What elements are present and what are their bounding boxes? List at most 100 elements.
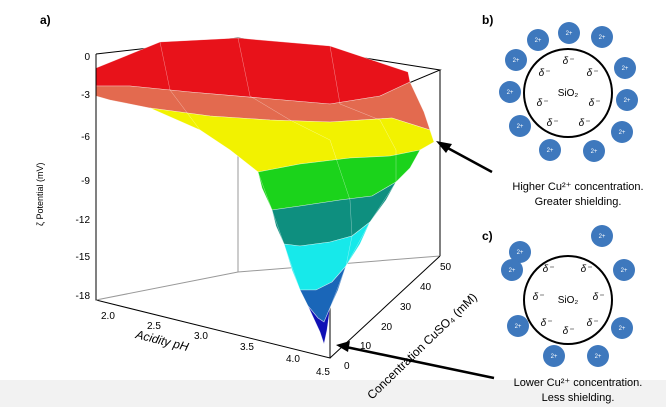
x-tick: 2.5 [147,321,161,332]
arrow-high [436,141,493,174]
panel-c-label: c) [482,229,493,243]
particle-b: SiO₂ δ⁻ δ⁻ δ⁻ δ⁻ δ⁻ δ⁻ δ⁻ 2+ 2+ 2+ 2+ [499,22,638,162]
surface-charges: δ⁻ δ⁻ δ⁻ δ⁻ δ⁻ δ⁻ δ⁻ [537,56,601,129]
cu-ion [587,345,609,367]
z-tick: -9 [81,176,90,187]
y-tick: 30 [400,302,412,313]
cu-ion [499,81,521,103]
ion-label: 2+ [515,324,522,330]
z-tick: -18 [76,291,91,302]
ion-label: 2+ [622,66,629,72]
ion-label: 2+ [599,234,606,240]
charge-label: δ⁻ [587,318,599,329]
ion-label: 2+ [507,90,514,96]
y-tick: 20 [381,322,393,333]
cu-ion [509,241,531,263]
cu-ion [611,317,633,339]
x-tick: 2.0 [101,311,115,322]
cu-ion [539,139,561,161]
cu-ion [509,115,531,137]
charge-label: δ⁻ [543,264,555,275]
charge-label: δ⁻ [589,98,601,109]
cu-ion [616,89,638,111]
y-tick: 10 [360,341,372,352]
cu-ion [505,49,527,71]
charge-label: δ⁻ [537,98,549,109]
surface [95,37,435,346]
z-tick: -6 [81,132,90,143]
x-tick: 3.5 [240,342,254,353]
ion-label: 2+ [517,250,524,256]
cu-ion [613,259,635,281]
ion-label: 2+ [591,149,598,155]
x-tick: 4.0 [286,354,300,365]
ion-label: 2+ [513,58,520,64]
particle-c: SiO₂ δ⁻ δ⁻ δ⁻ δ⁻ δ⁻ δ⁻ δ⁻ 2+ 2+ 2+ 2+ [501,225,635,367]
x-axis: 2.0 2.5 3.0 3.5 4.0 4.5 [101,311,330,378]
z-tick: -3 [81,90,90,101]
panel-b-label: b) [482,13,493,27]
ion-label: 2+ [595,354,602,360]
ion-label: 2+ [619,130,626,136]
surface-grid [159,37,397,309]
annotation-low: Lower Cu²⁺ concentration. Less shielding… [514,377,643,404]
cu-ion [527,29,549,51]
floor-right-edge [329,255,441,359]
charge-label: δ⁻ [547,118,559,129]
ion-label: 2+ [535,38,542,44]
ion-label: 2+ [517,124,524,130]
charge-label: δ⁻ [587,68,599,79]
x-tick: 3.0 [194,331,208,342]
core-label: SiO₂ [558,295,579,306]
cu-ion [611,121,633,143]
charge-label: δ⁻ [539,68,551,79]
silica-core [523,255,613,345]
y-tick: 40 [420,282,432,293]
cu-ion [591,26,613,48]
annotation-high-line2: Greater shielding. [535,196,622,208]
bottom-strip [0,380,666,407]
cu-ion [558,22,580,44]
silica-core [523,48,613,138]
charge-label: δ⁻ [541,318,553,329]
surface-charges: δ⁻ δ⁻ δ⁻ δ⁻ δ⁻ δ⁻ δ⁻ [533,264,605,337]
cu-ions: 2+ 2+ 2+ 2+ 2+ 2+ 2+ 2+ 2+ 2+ [499,22,638,162]
cu-ion [507,315,529,337]
panel-a-label: a) [40,13,51,27]
charge-label: δ⁻ [563,56,575,67]
cu-ion [614,57,636,79]
x-tick: 4.5 [316,367,330,378]
ion-label: 2+ [566,31,573,37]
z-axis: -18 -15 -12 -9 -6 -3 0 [76,52,97,302]
charge-label: δ⁻ [533,292,545,303]
annotation-high-line1: Higher Cu²⁺ concentration. [512,181,643,193]
charge-label: δ⁻ [581,264,593,275]
charge-label: δ⁻ [579,118,591,129]
z-axis-label: ζ Potential (mV) [35,163,45,227]
floor-left-edge [95,271,239,301]
x-axis-label: Acidity pH [133,327,190,354]
ion-label: 2+ [624,98,631,104]
arrow-low [336,341,495,380]
y-tick: 50 [440,262,452,273]
y-axis: 0 10 20 30 40 50 [344,262,452,372]
z-tick: 0 [84,52,90,63]
cu-ion [583,140,605,162]
cu-ion [501,259,523,281]
cu-ion [543,345,565,367]
y-tick: 0 [344,361,350,372]
ion-label: 2+ [551,354,558,360]
ion-label: 2+ [621,268,628,274]
ion-label: 2+ [619,326,626,332]
core-label: SiO₂ [558,88,579,99]
charge-label: δ⁻ [563,326,575,337]
ion-label: 2+ [599,35,606,41]
annotation-low-line1: Lower Cu²⁺ concentration. [514,377,643,389]
ion-label: 2+ [547,148,554,154]
band-navy [307,305,331,346]
y-axis-label: Concentration CuSO₄ (mM) [364,290,479,402]
annotation-low-line2: Less shielding. [542,392,615,404]
cu-ion [591,225,613,247]
